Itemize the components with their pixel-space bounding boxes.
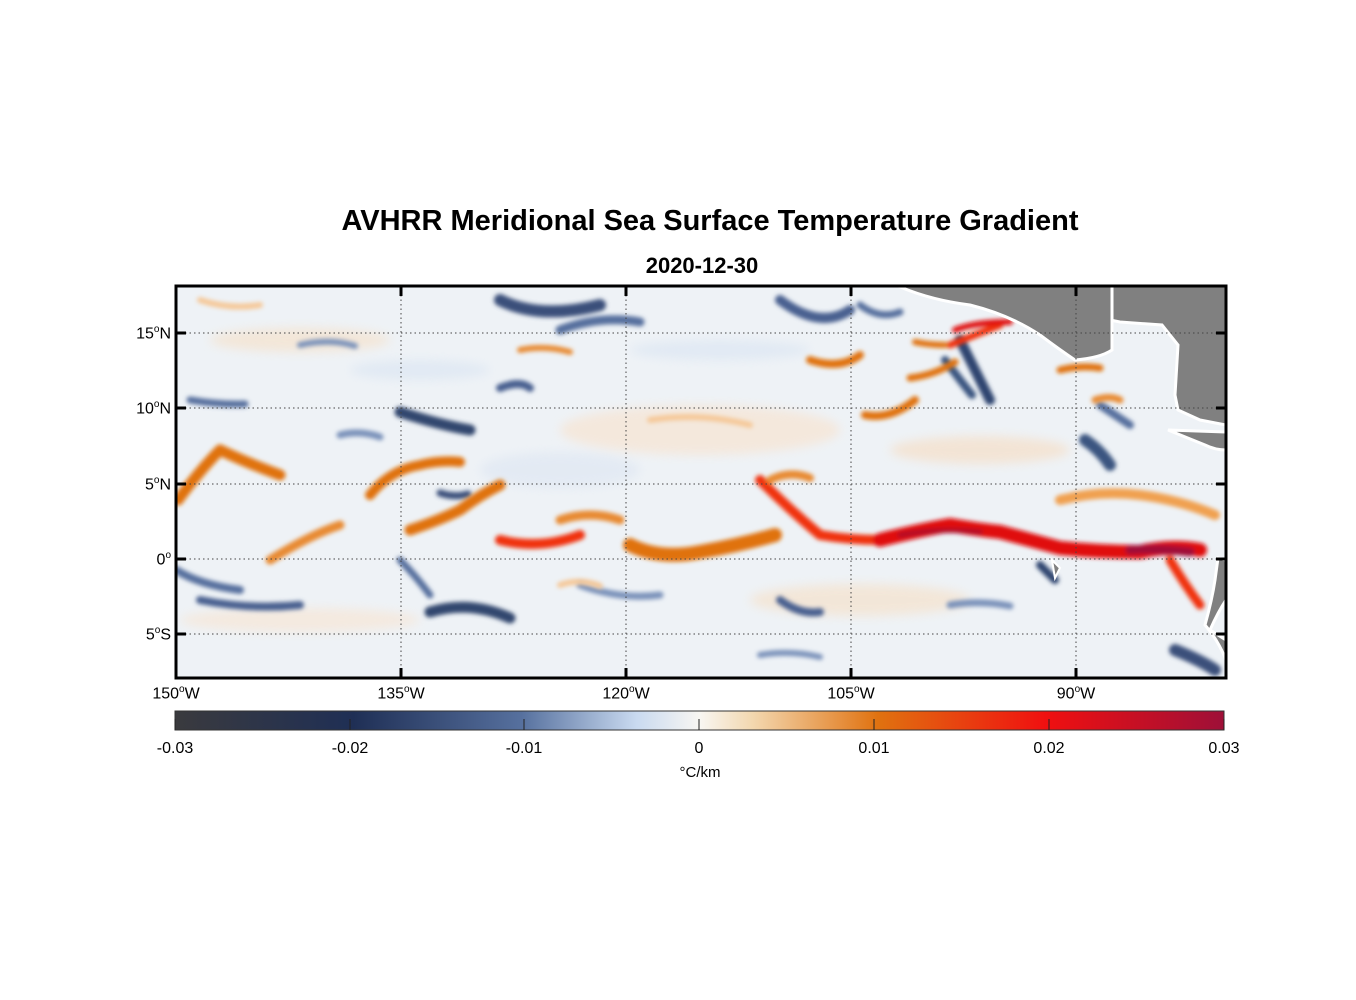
colorbar-tick-label: 0.01: [858, 740, 890, 757]
negative-gradient-streaks: [176, 294, 1221, 676]
colorbar-tick-label: 0: [694, 740, 704, 757]
map-frame: [174, 284, 1228, 680]
lat-label-0: 0o: [156, 550, 171, 569]
map-title: AVHRR Meridional Sea Surface Temperature…: [341, 205, 1079, 237]
colorbar-ticks: [174, 719, 1225, 730]
lon-label-150w: 150oW: [152, 684, 200, 703]
lat-label-15n: 15oN: [136, 324, 171, 343]
lat-label-5s: 5oS: [145, 625, 171, 644]
positive-gradient-streaks: [176, 297, 1220, 610]
colorbar-tick-label: -0.01: [505, 740, 543, 757]
lon-label-120w: 120oW: [602, 684, 650, 703]
sst-gradient-field: [176, 286, 1226, 678]
colorbar-tick-label: 0.02: [1033, 740, 1065, 757]
land-mass: [897, 286, 1226, 661]
lat-label-5n: 5oN: [144, 475, 171, 494]
lon-label-135w: 135oW: [377, 684, 425, 703]
lat-label-10n: 10oN: [136, 399, 171, 418]
colorbar-tick-label: -0.03: [156, 740, 194, 757]
colorbar-unit-label: °C/km: [679, 764, 721, 781]
map-subtitle: 2020-12-30: [645, 253, 759, 278]
lon-label-90w: 90oW: [1056, 684, 1096, 703]
colorbar-tick-label: -0.02: [331, 740, 369, 757]
map-ticks: [176, 286, 1226, 678]
colorbar-tick-label: 0.03: [1208, 740, 1240, 757]
lon-label-105w: 105oW: [827, 684, 875, 703]
